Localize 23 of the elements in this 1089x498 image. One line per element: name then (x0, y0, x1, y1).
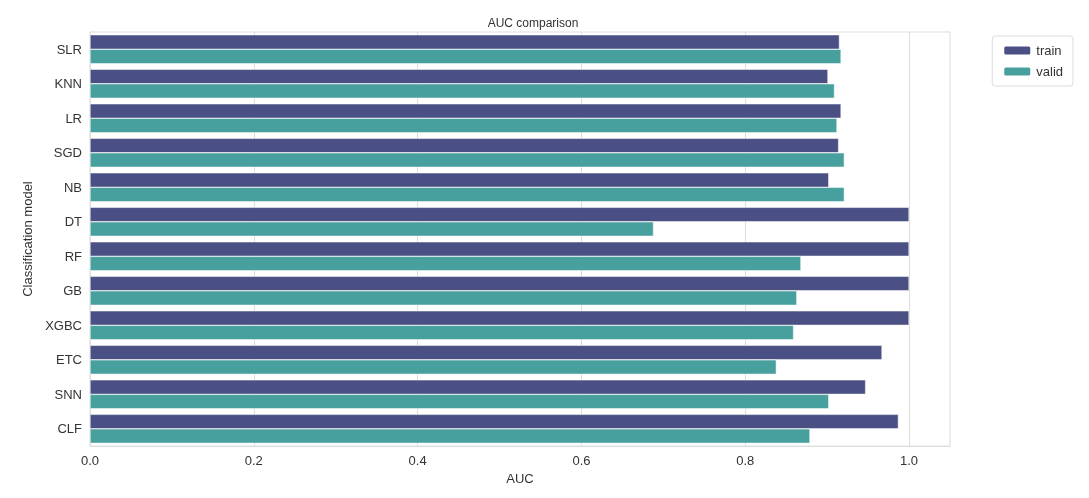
chart-title: AUC comparison (487, 16, 579, 30)
x-tick-label: 0.4 (408, 453, 427, 469)
y-tick-label: XGBC (45, 317, 82, 333)
y-tick-label: LR (65, 110, 82, 126)
x-tick-label: 0.6 (572, 453, 591, 469)
x-tick-label: 0.2 (244, 453, 263, 469)
y-tick-label: ETC (56, 352, 82, 368)
y-tick-label: RF (64, 248, 83, 264)
x-axis-title: AUC (506, 471, 534, 486)
y-tick-label: CLF (57, 421, 83, 437)
legend-label: valid (1036, 64, 1064, 79)
y-tick-label: DT (64, 214, 83, 230)
x-tick-label: 1.0 (900, 453, 919, 469)
y-tick-label: SNN (54, 386, 82, 402)
x-tick-label: 0.8 (736, 453, 755, 469)
y-tick-label: SGD (53, 145, 82, 161)
y-tick-label: SLR (56, 41, 82, 57)
y-axis-title: Classification model (20, 181, 36, 297)
y-tick-label: KNN (54, 76, 82, 92)
x-tick-label: 0.0 (80, 453, 100, 469)
legend-label: train (1036, 43, 1062, 58)
y-tick-label: NB (63, 179, 82, 195)
y-tick-label: GB (63, 283, 82, 299)
